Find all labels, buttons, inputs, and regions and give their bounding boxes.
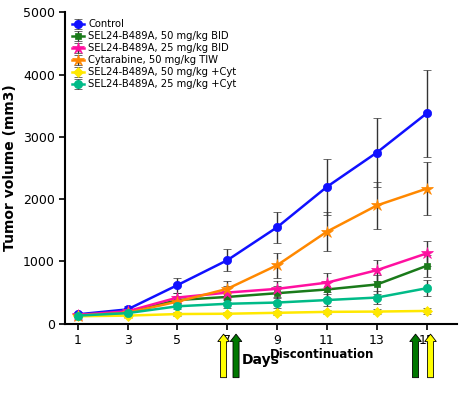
- Y-axis label: Tumor volume (mm3): Tumor volume (mm3): [3, 85, 17, 251]
- Text: Discontinuation: Discontinuation: [270, 348, 374, 361]
- X-axis label: Days: Days: [242, 353, 280, 367]
- Legend: Control, SEL24-B489A, 50 mg/kg BID, SEL24-B489A, 25 mg/kg BID, Cytarabine, 50 mg: Control, SEL24-B489A, 50 mg/kg BID, SEL2…: [70, 17, 239, 91]
